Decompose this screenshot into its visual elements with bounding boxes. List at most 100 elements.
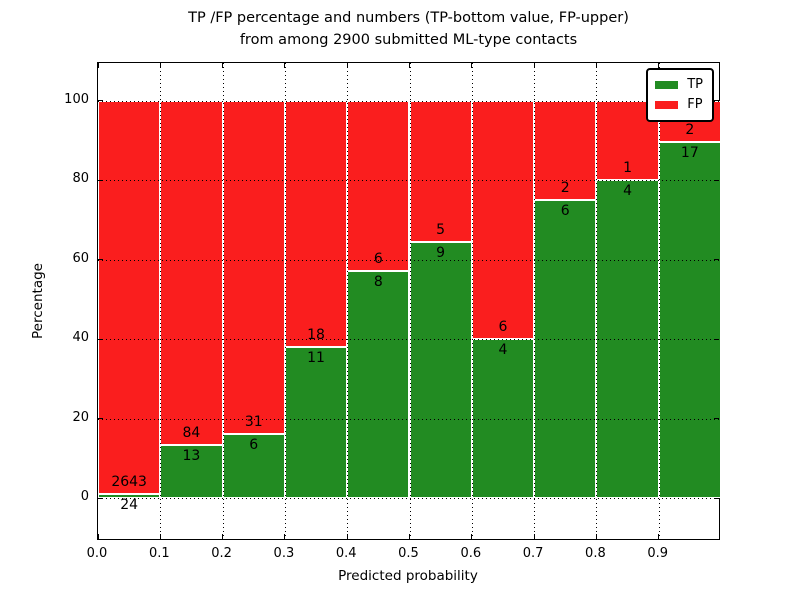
y-tickmark-right bbox=[714, 418, 719, 419]
x-tickmark-bottom bbox=[97, 534, 99, 539]
legend-label-fp: FP bbox=[687, 97, 703, 112]
y-tickmark-left bbox=[98, 418, 103, 419]
bar-segment-fp bbox=[222, 100, 285, 434]
value-labels-layer: 2643 24 84 13 31 6 18 11 6 8 5 9 6 4 2 6 1 4 2 17 bbox=[98, 63, 719, 539]
x-gridline bbox=[596, 63, 598, 539]
x-tickmark-bottom bbox=[284, 534, 286, 539]
tp-count-label: 4 bbox=[498, 342, 508, 358]
x-tick-label: 0.4 bbox=[335, 546, 357, 561]
x-tickmark-bottom bbox=[409, 534, 410, 539]
x-tickmark-bottom bbox=[658, 534, 660, 539]
x-tickmark-bottom bbox=[471, 534, 473, 539]
fp-count-label: 18 bbox=[307, 327, 325, 344]
tp-count-label: 6 bbox=[560, 202, 570, 219]
fp-count-label: 2643 bbox=[111, 474, 147, 491]
y-tick-label: 60 bbox=[72, 250, 89, 266]
x-gridline bbox=[222, 63, 224, 539]
y-tick-label: 40 bbox=[72, 330, 89, 345]
tp-count-label: 24 bbox=[120, 497, 139, 514]
y-tickmark-left bbox=[98, 338, 103, 340]
chart-title: TP /FP percentage and numbers (TP-bottom… bbox=[97, 7, 720, 51]
fp-count-label: 6 bbox=[373, 251, 383, 268]
fp-count-label: 1 bbox=[623, 160, 633, 176]
x-axis-title: Predicted probability bbox=[338, 568, 478, 584]
y-gridline bbox=[98, 498, 719, 499]
tp-count-label: 4 bbox=[623, 183, 633, 199]
x-gridline bbox=[409, 63, 411, 539]
bar-segment-tp bbox=[534, 199, 597, 498]
x-tickmark-top bbox=[159, 63, 161, 68]
bar-segment-tp bbox=[658, 142, 721, 498]
x-tick-label: 0.9 bbox=[647, 546, 669, 561]
y-tick-label: 80 bbox=[72, 171, 89, 186]
x-tick-label: 0.1 bbox=[148, 546, 170, 561]
legend-label-tp: TP bbox=[687, 77, 703, 92]
fp-count-label: 2 bbox=[560, 179, 570, 196]
x-tick-label: 0.2 bbox=[211, 546, 232, 561]
fp-count-label: 5 bbox=[436, 222, 446, 239]
chart-title-line1: TP /FP percentage and numbers (TP-bottom… bbox=[188, 10, 629, 26]
x-tickmark-bottom bbox=[595, 534, 597, 539]
bar-segment-tp bbox=[284, 347, 348, 498]
y-tickmark-right bbox=[714, 179, 719, 181]
tp-swatch-icon bbox=[655, 81, 679, 89]
x-tickmark-top bbox=[409, 63, 410, 68]
legend: TP FP bbox=[646, 68, 714, 122]
y-tickmark-left bbox=[98, 179, 103, 181]
legend-row-tp: TP bbox=[655, 75, 703, 95]
bar-segment-fp bbox=[347, 100, 410, 272]
grid-layer bbox=[98, 63, 719, 539]
bar-segment-tp bbox=[160, 444, 223, 498]
fp-swatch-icon bbox=[655, 101, 679, 109]
bar-segment-fp bbox=[284, 100, 348, 348]
x-tick-label: 0.5 bbox=[398, 546, 419, 561]
y-axis-title: Percentage bbox=[30, 263, 46, 339]
x-gridline bbox=[658, 63, 660, 539]
ticks-layer bbox=[97, 63, 719, 539]
x-tick-label: 0.0 bbox=[86, 546, 108, 561]
x-tick-label: 0.8 bbox=[585, 546, 606, 561]
x-tickmark-top bbox=[533, 63, 535, 68]
tp-count-label: 6 bbox=[249, 436, 259, 453]
x-tick-label: 0.3 bbox=[273, 546, 295, 561]
y-tickmark-left bbox=[98, 100, 103, 101]
bar-segment-tp bbox=[409, 242, 472, 498]
x-tickmark-bottom bbox=[533, 534, 535, 539]
y-gridline bbox=[98, 100, 719, 102]
x-tickmark-top bbox=[222, 63, 224, 68]
bar-segment-tp bbox=[347, 271, 410, 498]
y-gridline bbox=[98, 180, 719, 181]
bar-segment-fp bbox=[534, 100, 597, 200]
y-gridline bbox=[98, 418, 719, 420]
y-tickmark-right bbox=[714, 338, 719, 340]
x-tickmark-bottom bbox=[159, 534, 161, 539]
y-tickmark-left bbox=[98, 497, 103, 499]
tp-count-label: 11 bbox=[307, 350, 325, 367]
fp-count-label: 6 bbox=[498, 319, 508, 335]
tp-count-label: 17 bbox=[680, 145, 699, 162]
x-tick-label: 0.6 bbox=[460, 546, 482, 561]
x-tickmark-top bbox=[658, 63, 660, 68]
x-tickmark-top bbox=[471, 63, 473, 68]
y-tick-label: 20 bbox=[72, 409, 89, 425]
legend-row-fp: FP bbox=[655, 95, 703, 115]
y-tickmark-right bbox=[714, 497, 719, 499]
tp-count-label: 13 bbox=[182, 447, 201, 464]
x-tickmark-top bbox=[595, 63, 597, 68]
x-gridline bbox=[160, 63, 162, 539]
fp-count-label: 2 bbox=[685, 122, 695, 139]
x-tickmark-top bbox=[346, 63, 348, 68]
x-tickmark-top bbox=[97, 63, 99, 68]
tp-count-label: 9 bbox=[436, 245, 446, 262]
plot-area: 2643 24 84 13 31 6 18 11 6 8 5 9 6 4 2 6 1 4 2 17 TP FP bbox=[97, 62, 721, 540]
x-tickmark-bottom bbox=[222, 534, 224, 539]
tp-count-label: 8 bbox=[373, 274, 383, 291]
bar-segment-fp bbox=[98, 100, 161, 495]
y-tick-label: 100 bbox=[64, 91, 89, 107]
x-tickmark-bottom bbox=[346, 534, 348, 539]
y-tickmark-left bbox=[98, 259, 103, 260]
chart-title-line2: from among 2900 submitted ML-type contac… bbox=[239, 32, 578, 48]
x-tick-label: 0.7 bbox=[522, 546, 544, 561]
x-gridline bbox=[284, 63, 286, 539]
